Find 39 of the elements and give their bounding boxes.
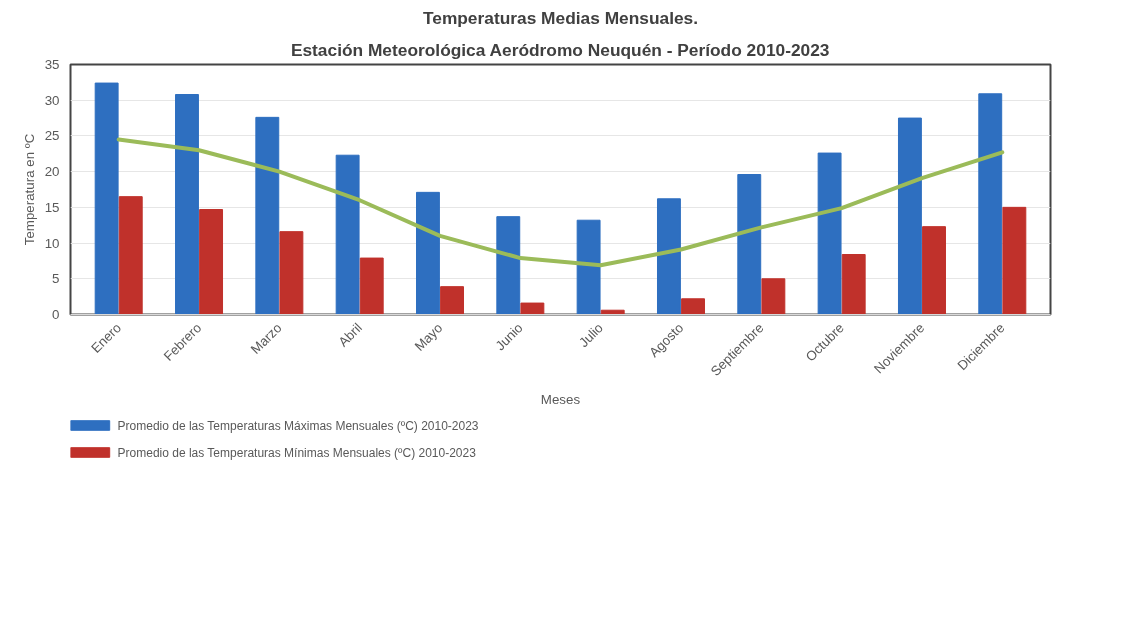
y-tick-label: 0 — [52, 307, 60, 322]
chart-title: Temperaturas Medias Mensuales. — [422, 7, 699, 28]
legend-label: Promedio de las Temperaturas Máximas Mensuales (ºC) 2010-2023 — [117, 418, 479, 433]
chart-subtitle: Estación Meteorológica Aeródromo Neuquén - Período 2010-2023 — [290, 39, 830, 60]
bar — [761, 278, 786, 315]
bar — [657, 198, 681, 315]
bar — [335, 154, 360, 315]
bar — [520, 302, 545, 315]
bar — [922, 226, 946, 315]
bar — [416, 191, 440, 315]
bar — [1002, 206, 1027, 315]
bar — [681, 298, 705, 315]
bar — [817, 152, 842, 315]
legend-label: Promedio de las Temperaturas Mínimas Mensuales (ºC) 2010-2023 — [117, 445, 477, 460]
x-axis-title: Meses — [540, 392, 581, 408]
bar — [576, 219, 601, 315]
y-tick-label: 25 — [44, 128, 60, 144]
bar — [440, 286, 464, 315]
bar — [897, 117, 922, 315]
y-tick-label: 20 — [44, 164, 60, 180]
bar — [175, 94, 199, 315]
bar — [737, 174, 762, 315]
bar — [841, 254, 866, 315]
y-tick-label: 15 — [44, 199, 60, 215]
bar — [118, 196, 143, 315]
bar — [94, 82, 119, 315]
line-series — [116, 137, 1005, 268]
bar — [255, 116, 280, 315]
bar — [978, 93, 1003, 315]
bar — [279, 231, 304, 315]
bar — [496, 216, 521, 315]
y-tick-label: 5 — [52, 271, 60, 287]
y-tick-label: 35 — [44, 57, 60, 72]
y-tick-label: 10 — [44, 235, 60, 251]
bar — [359, 257, 384, 315]
bar — [199, 209, 224, 315]
y-tick-label: 30 — [44, 92, 60, 108]
y-axis-title: Temperatura en ºC — [21, 133, 37, 246]
x-tick-label: Julio — [575, 320, 606, 351]
